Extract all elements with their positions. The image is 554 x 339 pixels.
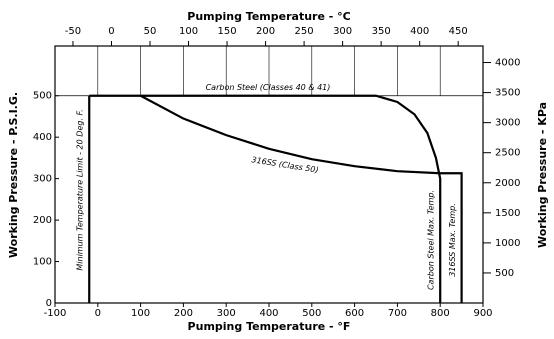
y-title: Working Pressure - P.S.I.G.: [7, 92, 20, 258]
y-tick-label: 300: [33, 174, 52, 185]
y2-tick-label: 2000: [495, 178, 520, 189]
annotation: Carbon Steel Max. Temp.: [427, 190, 436, 290]
x2-title: Pumping Temperature - °C: [187, 10, 350, 23]
y2-tick-label: 2500: [495, 148, 520, 159]
x2-tick-label: 250: [295, 26, 314, 37]
x-tick-label: 0: [95, 308, 101, 319]
x-tick-label: -100: [44, 308, 67, 319]
x2-tick-label: 400: [410, 26, 429, 37]
y-tick-label: 400: [33, 132, 52, 143]
y2-tick-label: 4000: [495, 58, 520, 69]
x2-tick-label: 0: [108, 26, 114, 37]
x-tick-label: 200: [174, 308, 193, 319]
y2-tick-label: 3500: [495, 88, 520, 99]
x2-tick-label: 100: [179, 26, 198, 37]
y2-tick-label: 3000: [495, 118, 520, 129]
x2-tick-label: 150: [218, 26, 237, 37]
x2-tick-label: 450: [449, 26, 468, 37]
series-line: [89, 94, 442, 303]
x-tick-label: 900: [473, 308, 492, 319]
annotation: 316SS Max. Temp.: [448, 203, 457, 277]
x-tick-label: 400: [259, 308, 278, 319]
series-label: Carbon Steel (Classes 40 & 41): [206, 83, 331, 92]
x2-tick-label: -50: [65, 26, 81, 37]
x-title: Pumping Temperature - °F: [188, 320, 351, 333]
y2-tick-label: 500: [495, 268, 514, 279]
y-tick-label: 0: [46, 298, 52, 309]
x-tick-label: 800: [431, 308, 450, 319]
y2-tick-label: 1500: [495, 208, 520, 219]
x-tick-label: 300: [217, 308, 236, 319]
y-tick-label: 200: [33, 215, 52, 226]
x2-tick-label: 300: [333, 26, 352, 37]
x2-tick-label: 200: [256, 26, 275, 37]
x-tick-label: 600: [345, 308, 364, 319]
series-line: [140, 94, 463, 303]
y-tick-label: 500: [33, 91, 52, 102]
y2-title: Working Pressure - KPa: [536, 102, 549, 248]
y-tick-label: 100: [33, 257, 52, 268]
x-tick-label: 100: [131, 308, 150, 319]
y2-tick-label: 1000: [495, 238, 520, 249]
x2-tick-label: 50: [144, 26, 157, 37]
x-tick-label: 700: [388, 308, 407, 319]
series-label: Minimum Temperature Limit - 20 Deg. F.: [76, 109, 85, 270]
x2-tick-label: 350: [372, 26, 391, 37]
x-tick-label: 500: [302, 308, 321, 319]
